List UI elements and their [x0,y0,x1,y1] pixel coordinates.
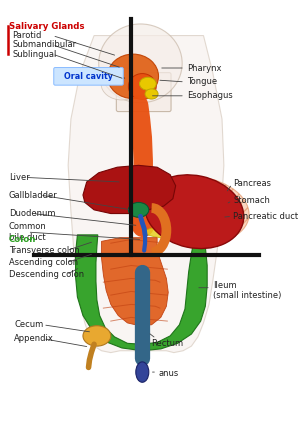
Polygon shape [83,165,176,213]
Text: anus: anus [159,370,179,378]
Text: Cecum: Cecum [14,320,44,329]
Text: Duodenum: Duodenum [9,209,55,218]
Text: Esophagus: Esophagus [187,91,233,100]
Ellipse shape [101,67,143,100]
Ellipse shape [145,175,244,249]
Ellipse shape [83,326,111,346]
Ellipse shape [140,77,156,90]
Text: Ascending colon: Ascending colon [9,258,78,267]
Text: Pharynx: Pharynx [187,64,221,72]
Ellipse shape [136,362,149,382]
Text: Salivary Glands: Salivary Glands [9,22,84,31]
Text: Liver: Liver [9,173,30,182]
Text: Tongue: Tongue [187,78,217,86]
FancyBboxPatch shape [54,67,123,85]
Polygon shape [102,238,168,326]
Text: Stomach: Stomach [233,196,270,205]
Text: Parotid: Parotid [13,31,42,40]
Text: Sublingual: Sublingual [13,49,57,59]
Text: Ileum
(small intestine): Ileum (small intestine) [213,281,281,300]
Text: Transverse colon: Transverse colon [9,246,79,255]
Text: Submandibular: Submandibular [13,40,77,49]
Ellipse shape [143,176,249,244]
Text: Oral cavity: Oral cavity [64,72,113,81]
Ellipse shape [107,54,159,99]
Text: Descending colon: Descending colon [9,270,84,279]
Polygon shape [75,232,207,351]
Text: Common
bile duct: Common bile duct [9,222,47,242]
Ellipse shape [128,202,149,217]
Text: Appendix: Appendix [14,334,54,343]
Text: Colon: Colon [9,235,36,244]
Text: Pancreatic duct: Pancreatic duct [233,212,298,221]
Ellipse shape [145,225,219,239]
Text: Pancreas: Pancreas [233,179,271,188]
Text: Rectum: Rectum [152,339,184,348]
Ellipse shape [145,89,158,99]
FancyBboxPatch shape [116,73,171,112]
Ellipse shape [128,74,156,100]
Ellipse shape [99,24,182,103]
Polygon shape [68,36,224,353]
Text: Gallbladder: Gallbladder [9,191,58,199]
